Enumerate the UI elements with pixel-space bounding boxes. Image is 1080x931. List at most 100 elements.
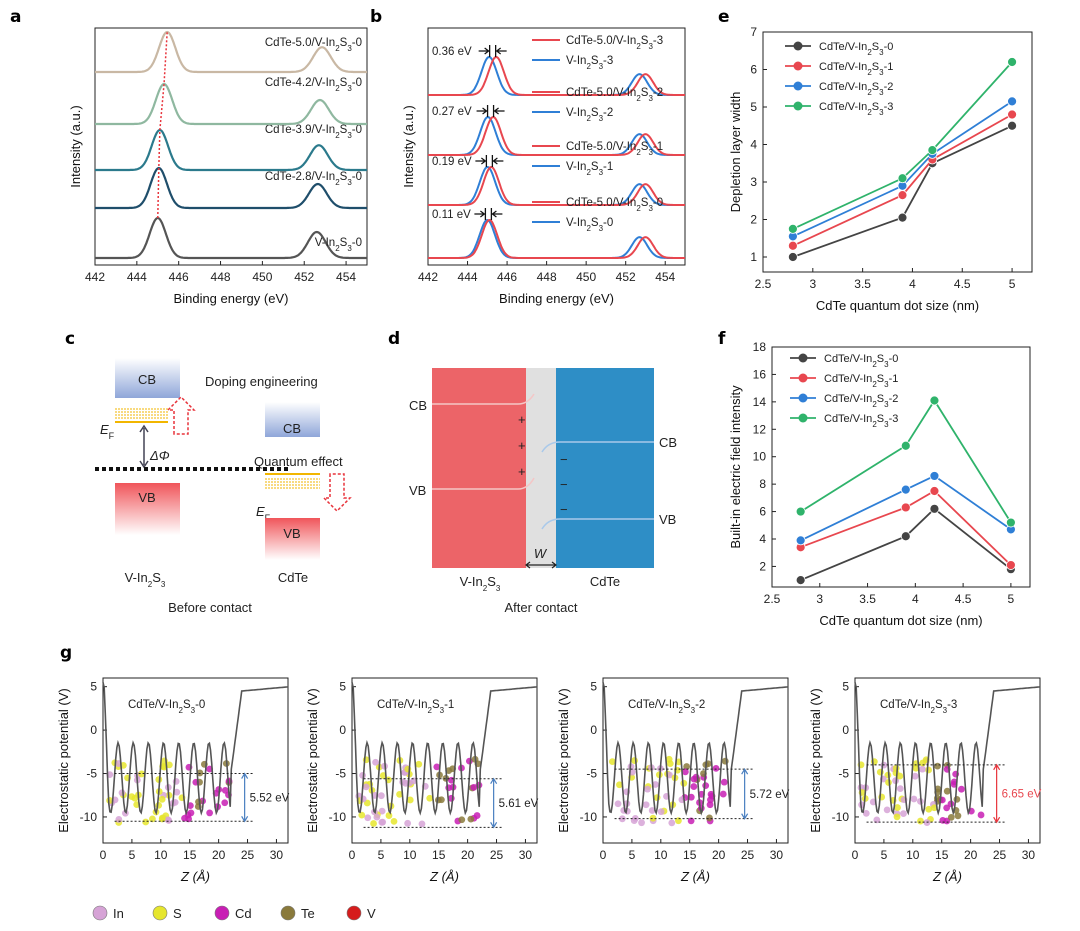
fermi-label: EF	[100, 422, 115, 441]
atom	[917, 817, 924, 825]
text-span: CdTe-4.2/V-In	[265, 77, 335, 89]
atom	[614, 800, 622, 808]
x-tick-label: 4.5	[955, 592, 972, 606]
series-line	[95, 30, 367, 74]
x-tick-label: 5	[1009, 277, 1016, 291]
y-tick-label: 5	[750, 100, 757, 114]
atom	[958, 785, 965, 793]
text-span: -0	[889, 353, 899, 365]
y-tick-label: 0	[90, 723, 97, 737]
subscript: 2	[335, 131, 340, 140]
up-arrow-icon	[166, 395, 196, 435]
panel-label-c: c	[65, 329, 75, 349]
atom	[925, 805, 933, 813]
subscript: 2	[586, 62, 591, 71]
data-point	[1007, 96, 1017, 107]
series-line	[95, 216, 367, 260]
atom	[221, 799, 229, 807]
atom	[131, 794, 139, 802]
series-label: CdTe-3.9/V-In2S3-0	[265, 124, 362, 140]
y-tick-label: -5	[838, 767, 849, 781]
subscript: 3	[884, 380, 889, 389]
y-tick-label: 6	[750, 63, 757, 77]
text-span: -0	[352, 77, 362, 89]
atom	[616, 781, 623, 789]
atom	[893, 813, 901, 821]
series-line	[800, 398, 1012, 523]
atom	[896, 785, 904, 793]
x-tick-label: 0	[600, 848, 607, 862]
x-tick-label: 444	[458, 270, 478, 284]
data-point	[787, 252, 798, 262]
text-span: CdTe/V-In	[824, 413, 872, 425]
band-bend	[541, 518, 561, 530]
atom	[934, 762, 941, 770]
atom	[681, 768, 689, 776]
x-tick-label: 20	[712, 848, 726, 862]
x-tick-label: 4.5	[954, 277, 971, 291]
x-tick-label: 15	[183, 848, 197, 862]
x-tick-label: 2.5	[755, 277, 772, 291]
vb-band-right	[265, 518, 320, 560]
text-span: -0	[195, 699, 205, 711]
x-tick-label: 452	[294, 270, 314, 284]
panel-label-d: d	[388, 329, 400, 349]
atom	[118, 789, 126, 797]
subscript: 3	[879, 108, 884, 117]
atom-label: S	[173, 906, 182, 921]
subscript: 2	[867, 108, 872, 117]
subscript: 2	[335, 84, 340, 93]
x-tick-label: 3	[809, 277, 816, 291]
text-span: S	[340, 171, 348, 183]
x-axis-label: CdTe quantum dot size (nm)	[819, 613, 982, 628]
series-line-red	[428, 165, 685, 206]
series-line-blue	[428, 218, 685, 259]
positive-charge: +	[518, 438, 526, 453]
x-tick-label: 442	[85, 270, 105, 284]
text-span: -0	[603, 217, 613, 229]
atom-label: V	[367, 906, 376, 921]
y-tick-label: 0	[842, 723, 849, 737]
subscript: 2	[586, 114, 591, 123]
y-tick-label: -5	[335, 767, 346, 781]
atom	[364, 814, 372, 822]
x-tick-label: 20	[212, 848, 226, 862]
atom	[390, 817, 398, 825]
atom	[372, 758, 379, 766]
data-point	[929, 471, 940, 481]
text-span: CdTe/V-In	[819, 41, 867, 53]
data-point	[787, 223, 798, 234]
y-axis-label: Built-in electric field intensity	[728, 385, 743, 549]
data-point	[795, 506, 806, 517]
atom-label: Te	[301, 906, 315, 921]
data-point	[897, 173, 908, 184]
gap-value: 5.61 eV	[499, 798, 539, 810]
chart-f: 2.5 3 3.5 4 4.5 5 2 4 6 8 10 12 14 16 18 CdTe quantum d…	[728, 340, 1031, 628]
series-line	[800, 474, 1012, 542]
atom	[378, 818, 386, 826]
panel-label-g: g	[60, 643, 72, 663]
data-point	[1005, 560, 1016, 570]
atom	[702, 782, 710, 790]
atom	[910, 795, 918, 803]
subscript: 3	[691, 706, 696, 715]
peak-shift-guide	[157, 31, 168, 219]
text-span: -3	[603, 55, 613, 67]
atom	[358, 811, 366, 819]
text-span: V-In	[566, 161, 586, 173]
legend-label: CdTe/V-In2S3-0	[819, 41, 893, 57]
data-point	[900, 531, 911, 542]
text-span: CdTe-5.0/V-In	[566, 141, 636, 153]
y-tick-label: 1	[750, 250, 757, 264]
potential-subplot: 0 5 10 15 20 25 30 5 0 -5 -10 Electrostatic potenti…	[808, 677, 1042, 884]
text-span: -0	[884, 41, 894, 53]
text-span: -3	[884, 101, 894, 113]
x-axis-label: Z (Å)	[429, 869, 459, 884]
text-span: V-In	[315, 237, 335, 249]
x-tick-label: 4	[909, 277, 916, 291]
legend-label: CdTe/V-In2S3-1	[824, 373, 898, 389]
atom	[644, 785, 651, 793]
subscript: 3	[943, 706, 948, 715]
series-label: V-In2S3-0	[315, 237, 362, 253]
shift-value: 0.19 eV	[432, 156, 472, 168]
